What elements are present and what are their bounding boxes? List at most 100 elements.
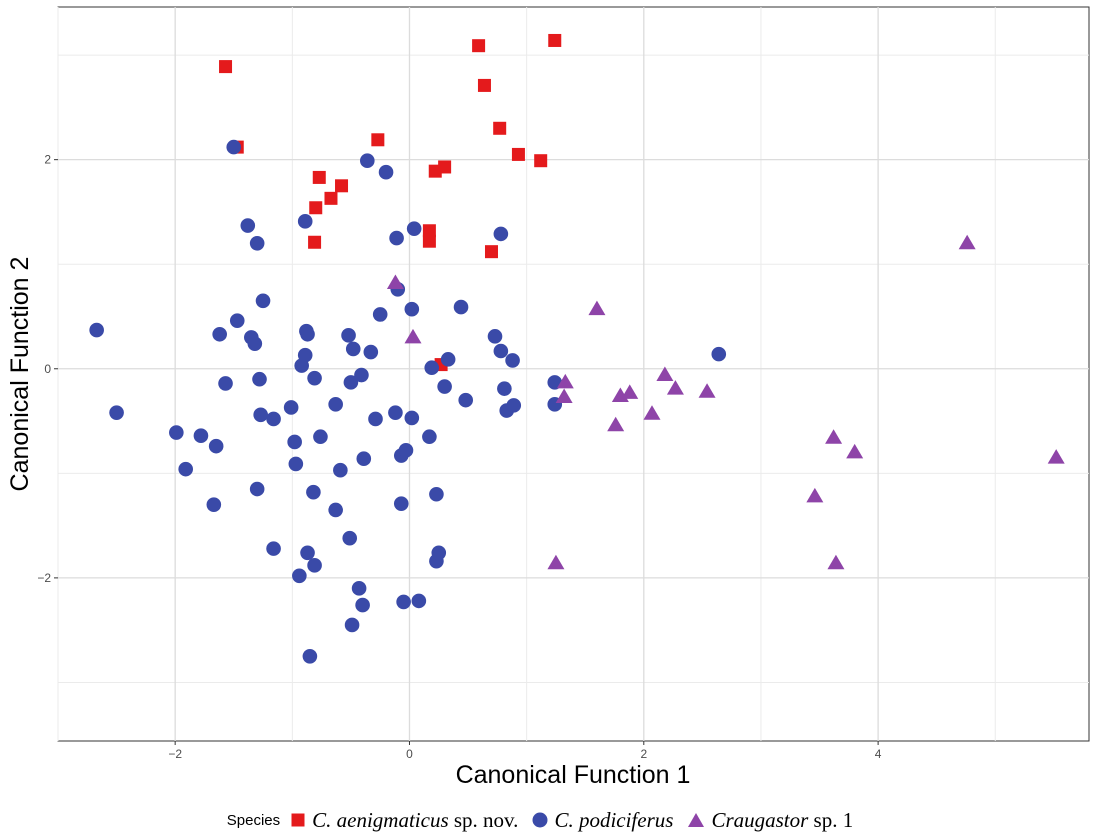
data-point-circle — [388, 405, 403, 420]
data-point-circle — [506, 398, 522, 413]
data-point-circle — [300, 545, 315, 561]
scatter-chart: −2 0 2 4 −2 0 2 Canonical Function 1 Canonical… — [6, 6, 1090, 789]
x-tick-label: 2 — [640, 747, 647, 761]
data-point-circle — [288, 456, 304, 472]
data-point-circle — [328, 502, 343, 518]
data-point-triangle — [547, 554, 565, 570]
data-point-circle — [306, 484, 321, 500]
data-point-circle — [169, 425, 184, 440]
data-point-circle — [297, 214, 313, 229]
data-point-square — [422, 224, 436, 238]
data-point-square — [335, 179, 349, 193]
data-point-circle — [431, 545, 447, 561]
data-point-square — [472, 39, 486, 53]
grid-major — [58, 7, 1089, 741]
data-point-circle — [283, 400, 299, 415]
legend-item-podiciferus: C. podiciferus — [532, 808, 673, 833]
data-point-circle — [302, 649, 318, 664]
data-point-circle — [351, 581, 367, 596]
data-point-circle — [393, 496, 409, 511]
data-point-square — [477, 78, 491, 92]
grid-minor — [57, 7, 1089, 741]
data-point-square — [309, 201, 323, 215]
data-point-circle — [252, 371, 267, 387]
data-point-circle — [344, 617, 360, 633]
data-point-circle — [341, 328, 356, 343]
data-point-square — [308, 235, 322, 249]
data-point-circle — [307, 558, 322, 573]
legend-title: Species — [226, 811, 281, 829]
x-tick-label: 4 — [875, 747, 882, 761]
data-point-circle — [333, 462, 348, 478]
data-point-circle — [89, 322, 104, 338]
data-point-triangle — [698, 383, 716, 398]
data-point-triangle — [958, 234, 976, 250]
data-point-circle — [193, 428, 209, 443]
data-point-circle — [313, 429, 328, 445]
data-point-square — [422, 234, 436, 248]
data-point-circle — [229, 313, 245, 328]
data-point-circle — [343, 375, 359, 390]
x-tick-label: 0 — [406, 747, 413, 761]
data-point-circle — [255, 293, 271, 309]
data-point-circle — [292, 568, 307, 584]
data-point-square — [219, 60, 233, 74]
data-point-circle — [266, 541, 281, 556]
data-point-circle — [360, 153, 375, 169]
data-point-square — [312, 170, 326, 184]
data-point-circle — [253, 407, 268, 423]
data-point-circle — [404, 301, 420, 317]
data-point-circle — [178, 461, 194, 477]
data-point-circle — [453, 299, 469, 315]
data-point-circle — [487, 329, 503, 344]
data-point-circle — [208, 438, 224, 454]
data-point-circle — [266, 411, 281, 427]
legend-label-aenigmaticus: C. aenigmaticus sp. nov. — [312, 807, 519, 832]
data-point-square — [493, 121, 507, 135]
data-point-circle — [355, 597, 370, 613]
data-point-circle — [398, 443, 414, 458]
data-point-circle — [396, 594, 411, 610]
legend-label-podiciferus: C. podiciferus — [554, 807, 674, 832]
data-point-triangle — [643, 405, 661, 420]
data-point-circle — [342, 530, 358, 546]
data-point-circle — [372, 307, 388, 322]
data-point-triangle — [825, 429, 843, 444]
data-point-circle — [240, 218, 256, 233]
axis-ticks: −2 0 2 4 −2 0 2 — [37, 153, 881, 761]
data-point-square — [548, 33, 562, 47]
data-point-circle — [422, 429, 437, 445]
y-tick-label: −2 — [37, 571, 51, 585]
y-tick-label: 2 — [44, 153, 51, 167]
data-point-triangle — [621, 384, 639, 399]
y-tick-label: 0 — [44, 362, 51, 376]
y-axis-title: Canonical Function 2 — [6, 257, 34, 492]
data-point-triangle — [846, 443, 864, 459]
data-point-circle — [328, 397, 343, 412]
data-point-circle — [226, 139, 242, 155]
data-point-triangle — [1047, 449, 1065, 464]
data-point-circle — [424, 360, 440, 376]
data-point-circle — [389, 230, 404, 246]
data-point-circle — [356, 451, 372, 466]
data-point-square — [534, 154, 548, 168]
data-point-circle — [249, 236, 265, 251]
data-point-square — [511, 147, 525, 161]
legend-item-aenigmaticus: C. aenigmaticus sp. nov. — [290, 808, 518, 833]
data-point-triangle — [656, 366, 674, 382]
data-point-triangle — [555, 388, 573, 404]
data-point-triangle — [666, 380, 684, 395]
data-point-circle — [345, 341, 361, 357]
legend: Species C. aenigmaticus sp. nov. C. podi… — [0, 806, 1094, 834]
data-point-square — [324, 191, 338, 205]
data-point-circle — [404, 410, 420, 426]
legend-key-circle-icon — [532, 812, 548, 828]
legend-item-craugastor: Craugastor sp. 1 — [687, 808, 853, 833]
data-point-square — [484, 245, 498, 259]
data-point-circle — [378, 164, 394, 180]
data-points — [89, 33, 1065, 664]
data-point-triangle — [556, 373, 574, 389]
data-point-circle — [206, 497, 222, 512]
data-point-square — [438, 160, 452, 174]
data-point-circle — [300, 326, 315, 342]
